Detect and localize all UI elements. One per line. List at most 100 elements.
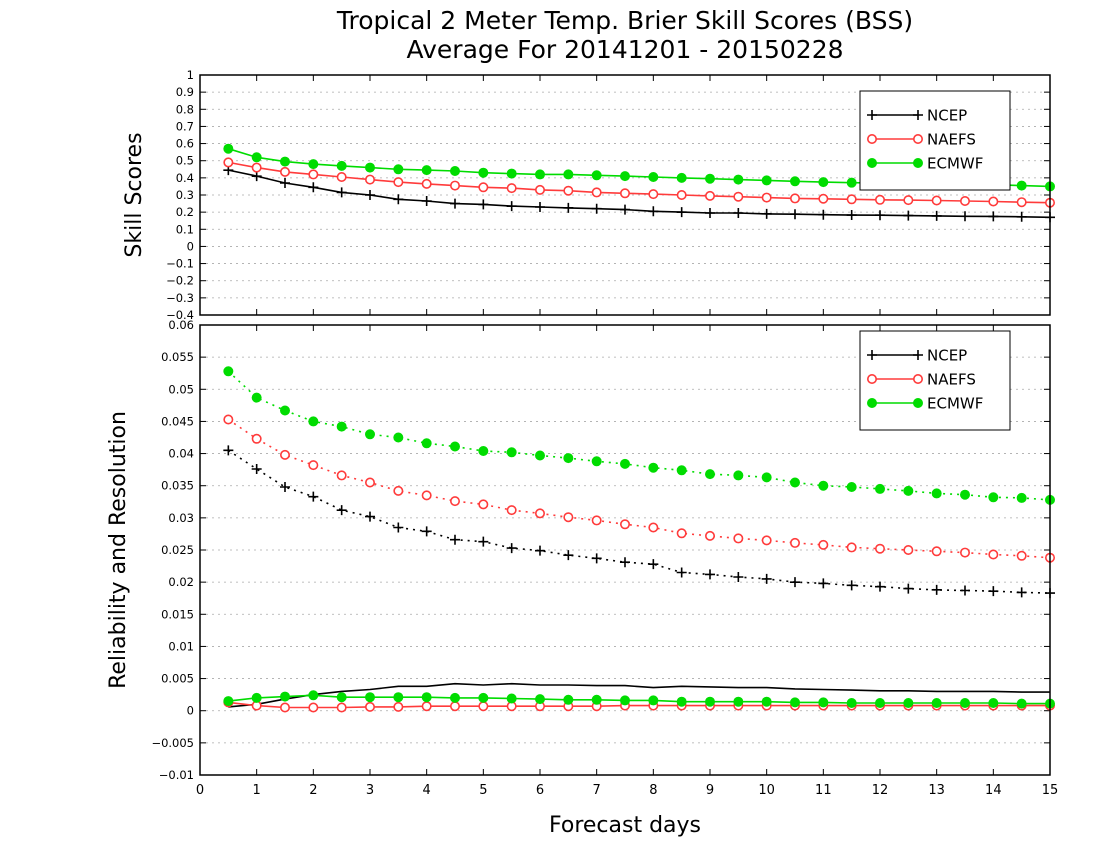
bottom-ecmwf-reliability-point-26 <box>960 698 970 708</box>
top-naefs-bss-point-8 <box>449 180 460 191</box>
bottom-ncep-resolution-point-10 <box>506 543 517 554</box>
top-legend-ncep-a-point-0 <box>867 110 877 120</box>
bottom-ecmwf-reliability-point-18 <box>733 696 744 707</box>
x-tick-label: 5 <box>479 783 487 798</box>
bottom-ncep-resolution-point-9 <box>478 536 489 547</box>
top-y-tick-label: 0.7 <box>176 119 194 133</box>
bottom-naefs-reliability-point-5 <box>364 701 375 712</box>
top-ncep-bss-point-12 <box>563 202 574 213</box>
bottom-y-tick-label: 0.045 <box>161 414 194 428</box>
bottom-ecmwf-reliability-point-4 <box>336 692 347 703</box>
bottom-ecmwf-reliability-point-25 <box>931 698 942 708</box>
top-ecmwf-bss-point-3 <box>308 159 319 170</box>
bottom-legend-naefs-a-point-0 <box>866 373 877 384</box>
bottom-ncep-resolution-point-3 <box>308 491 319 502</box>
top-naefs-bss-point-20 <box>789 193 800 204</box>
x-axis-ticks: 0 1 2 3 4 5 6 7 8 9 10 11 12 13 14 15 <box>196 325 1058 798</box>
bottom-ecmwf-reliability-point-13 <box>591 694 602 705</box>
top-naefs-bss-point-4 <box>336 172 347 183</box>
top-plot-frame <box>199 74 1051 316</box>
bottom-ncep-resolution-point-4 <box>336 505 347 516</box>
bottom-naefs-resolution-point-26 <box>959 547 970 558</box>
bottom-ncep-resolution-point-8 <box>450 534 460 545</box>
bottom-ecmwf-reliability-point-11 <box>535 694 545 705</box>
top-y-tick-label: 0.3 <box>176 188 194 202</box>
top-ncep-bss-point-18 <box>733 208 744 218</box>
bottom-y-tick-label: 0.005 <box>161 672 194 686</box>
top-ecmwf-bss-point-20 <box>790 176 800 187</box>
top-ecmwf-bss-point-1 <box>251 152 262 163</box>
bottom-ecmwf-resolution-point-9 <box>478 446 489 456</box>
top-ecmwf-bss-point-22 <box>846 177 857 188</box>
bottom-ecmwf-reliability-point-20 <box>790 697 800 708</box>
top-naefs-bss-point-26 <box>959 196 970 207</box>
top-ncep-bss-point-28 <box>1016 211 1027 222</box>
bottom-ecmwf-reliability-point-7 <box>421 692 432 703</box>
bottom-ecmwf-reliability-point-3 <box>308 690 319 701</box>
bottom-y-axis-ticks: 0.06 0.055 0.05 0.045 0.04 0.035 0.03 0.025 0.02… <box>151 318 1050 782</box>
top-ecmwf-bss-point-8 <box>450 166 460 176</box>
bottom-naefs-resolution-point-19 <box>761 535 772 546</box>
top-ncep-bss-point-22 <box>846 210 857 221</box>
bottom-naefs-resolution-point-13 <box>591 515 602 526</box>
bottom-ecmwf-resolution-point-26 <box>960 489 970 500</box>
top-naefs-bss-point-12 <box>563 185 574 196</box>
top-naefs-bss-point-22 <box>846 194 857 205</box>
bottom-y-tick-label: −0.005 <box>151 736 194 750</box>
top-y-axis-label: Skill Scores <box>122 132 147 257</box>
bottom-ecmwf-reliability-line <box>228 694 1050 705</box>
bottom-ecmwf-reliability-point-22 <box>846 698 857 708</box>
top-y-tick-label: −0.1 <box>166 257 194 271</box>
bottom-ncep-resolution-point-0 <box>223 445 234 456</box>
top-ecmwf-bss-point-17 <box>705 173 715 184</box>
bottom-ecmwf-resolution-point-1 <box>251 392 262 403</box>
top-ncep-bss-point-27 <box>988 211 999 222</box>
top-legend-naefs-b-point-0 <box>912 134 923 145</box>
bottom-ncep-resolution-point-12 <box>563 550 574 561</box>
bottom-ecmwf-reliability-point-1 <box>251 692 262 703</box>
bottom-y-tick-label: 0.015 <box>161 607 194 621</box>
bottom-ncep-resolution-line <box>227 449 1051 594</box>
top-y-axis-ticks: 1 0.9 0.8 0.7 0.6 0.5 0.4 0.3 0.2 0.1 0 −0.1 −0.2 −0.… <box>166 68 1050 322</box>
top-legend-label-ecmwf: ECMWF <box>927 155 983 173</box>
top-y-tick-label: −0.3 <box>166 291 194 305</box>
top-ecmwf-bss-point-10 <box>506 168 517 179</box>
bottom-ecmwf-resolution-point-3 <box>308 416 319 427</box>
top-naefs-bss-point-23 <box>874 194 885 205</box>
top-ecmwf-bss-point-2 <box>280 156 290 167</box>
bottom-ecmwf-reliability-point-28 <box>1016 698 1027 709</box>
bottom-naefs-resolution-point-20 <box>789 537 800 548</box>
bottom-series-group <box>223 366 1056 713</box>
top-naefs-bss-point-7 <box>421 178 432 189</box>
top-naefs-bss-point-18 <box>733 191 744 202</box>
bottom-ecmwf-resolution-point-14 <box>620 458 630 469</box>
top-naefs-bss-point-11 <box>534 184 545 195</box>
bottom-ecmwf-reliability-point-14 <box>620 695 630 706</box>
bottom-ncep-resolution-point-19 <box>761 573 772 584</box>
top-naefs-bss-point-28 <box>1016 197 1027 208</box>
bottom-naefs-resolution-point-22 <box>846 542 857 553</box>
bottom-naefs-resolution-point-16 <box>676 528 687 539</box>
bottom-ncep-resolution-point-25 <box>931 584 942 595</box>
reliability-resolution-panel: 0.060.0550.050.0450.040.0350.030.0250.02… <box>106 318 1058 838</box>
top-naefs-bss-point-17 <box>704 190 715 201</box>
bottom-ecmwf-reliability-series <box>223 690 1055 709</box>
bottom-y-tick-label: 0.05 <box>168 382 194 396</box>
bottom-legend-label-ecmwf: ECMWF <box>927 395 983 413</box>
bottom-y-axis-label: Reliability and Resolution <box>106 411 131 689</box>
bottom-ecmwf-reliability-point-16 <box>676 696 687 707</box>
bottom-naefs-reliability-point-6 <box>393 701 404 712</box>
top-naefs-bss-point-1 <box>251 162 262 173</box>
chart-title: Tropical 2 Meter Temp. Brier Skill Score… <box>336 6 913 35</box>
top-ecmwf-bss-point-21 <box>818 177 829 188</box>
top-naefs-bss-point-0 <box>223 157 234 168</box>
top-ecmwf-bss-point-13 <box>591 170 602 181</box>
bottom-ncep-resolution-point-7 <box>421 526 432 537</box>
bottom-ncep-resolution-point-6 <box>393 522 404 533</box>
bottom-ncep-resolution-point-22 <box>846 580 857 591</box>
bottom-ecmwf-reliability-point-0 <box>223 696 234 707</box>
bottom-ecmwf-resolution-point-0 <box>223 366 234 377</box>
top-ecmwf-bss-point-18 <box>733 174 744 185</box>
top-legend: NCEP NAEFS ECMWF <box>859 90 1011 191</box>
